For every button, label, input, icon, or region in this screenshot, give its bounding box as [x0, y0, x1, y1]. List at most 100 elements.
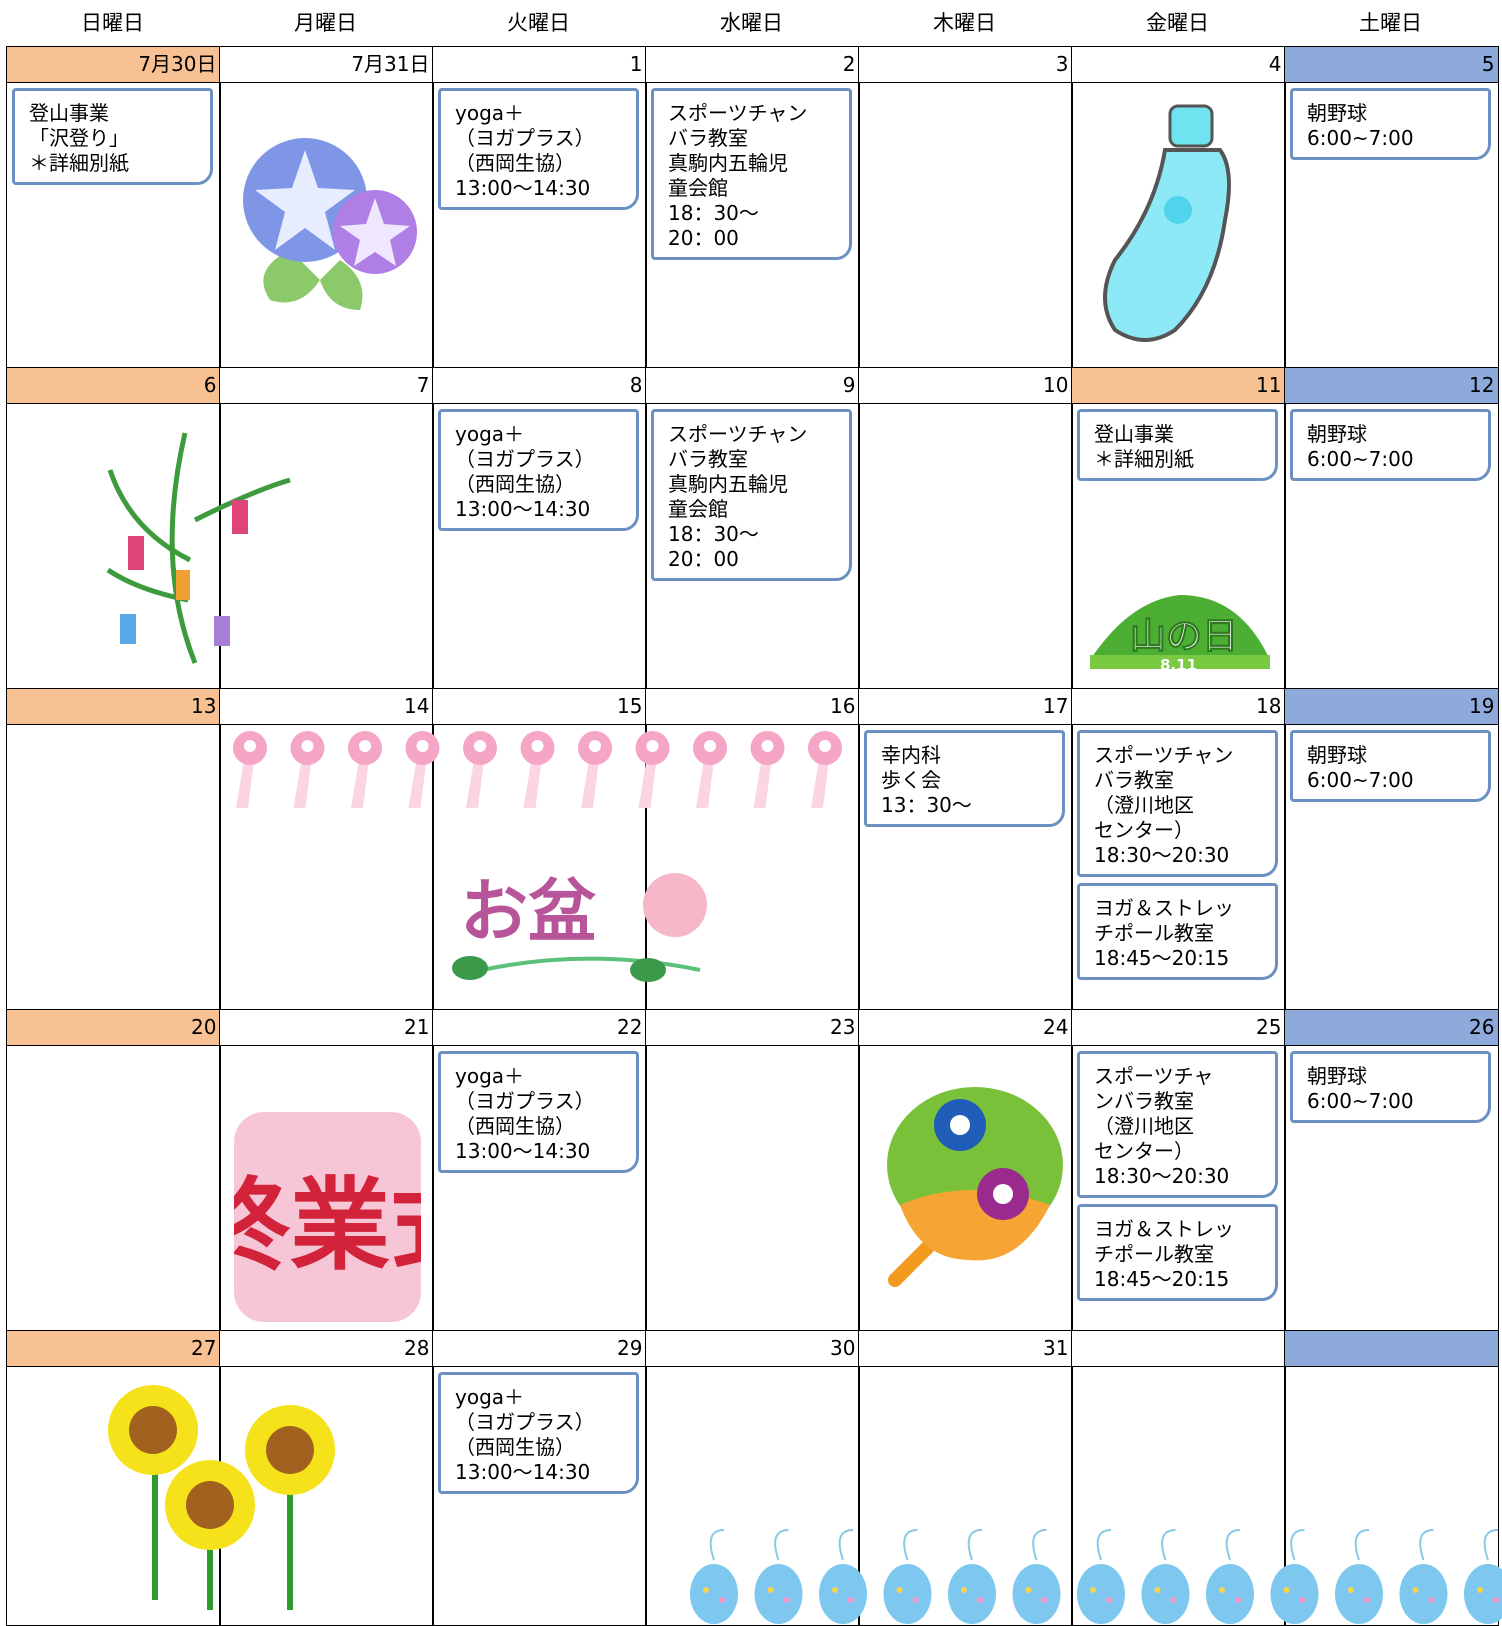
event-line: ンバラ教室	[1094, 1089, 1194, 1113]
event-line: スポーツチャン	[668, 101, 808, 125]
date-cell: 24	[858, 1009, 1073, 1046]
event-line: （西岡生協）	[455, 1114, 575, 1138]
wind-bell	[690, 1564, 738, 1624]
wind-bell	[1335, 1564, 1383, 1624]
wind-bell	[883, 1564, 932, 1624]
event-line: チポール教室	[1094, 1242, 1214, 1266]
weekday-header: 月曜日	[294, 11, 357, 35]
date-cell: 28	[219, 1330, 434, 1367]
event-line: 6:00~7:00	[1307, 768, 1414, 792]
event-list: yoga＋ （ヨガプラス） （西岡生協） 13:00〜14:30	[438, 88, 639, 210]
wind-bell-row	[690, 1529, 1502, 1624]
weekday-header: 金曜日	[1146, 11, 1209, 35]
obon-illustration: お盆	[452, 873, 707, 982]
event-line: 登山事業	[29, 101, 109, 125]
obon-text: お盆	[460, 873, 596, 952]
event-line: 朝野球	[1307, 1064, 1367, 1088]
date-cell: 20	[6, 1009, 221, 1046]
event-box: yoga＋ （ヨガプラス） （西岡生協） 13:00〜14:30	[438, 88, 639, 210]
event-list: yoga＋ （ヨガプラス） （西岡生協） 13:00〜14:30	[438, 1051, 639, 1173]
wind-bell	[1206, 1564, 1254, 1624]
event-line: 18：30〜	[668, 522, 759, 546]
event-list: 朝野球 6:00~7:00	[1290, 409, 1491, 481]
wind-bell	[1141, 1564, 1190, 1624]
event-line: （ヨガプラス）	[455, 126, 595, 150]
event-line: スポーツチャ	[1094, 1064, 1214, 1088]
date-cell: 9	[645, 367, 860, 404]
wind-bell	[948, 1564, 996, 1624]
event-line: 朝野球	[1307, 422, 1367, 446]
event-line: 真駒内五輪児	[668, 151, 788, 175]
event-line: 13:00〜14:30	[455, 497, 591, 521]
event-line: 幸内科	[881, 743, 941, 767]
event-box: スポーツチャンバラ教室（澄川地区センター）18:30〜20:30	[1077, 730, 1278, 877]
event-line: ヨガ＆ストレッ	[1094, 1217, 1234, 1241]
event-line: 歩く会	[881, 768, 941, 792]
wind-bell	[1012, 1564, 1061, 1624]
event-line: 童会館	[668, 176, 728, 200]
event-line: スポーツチャン	[1094, 743, 1234, 767]
event-line: 登山事業	[1094, 422, 1174, 446]
event-box: スポーツチャンバラ教室（澄川地区センター）18:30〜20:30	[1077, 1051, 1278, 1198]
date-cell: 17	[858, 688, 1073, 725]
date-cell: 7	[219, 367, 434, 404]
wind-bell	[819, 1564, 867, 1624]
ramune-bottle	[1103, 104, 1231, 342]
weekday-header: 火曜日	[507, 11, 570, 35]
date-cell: 12	[1284, 367, 1499, 404]
event-line: 13:00〜14:30	[455, 1460, 591, 1484]
event-line: バラ教室	[668, 126, 748, 150]
sunflowers	[108, 1385, 335, 1610]
event-list: yoga＋ （ヨガプラス） （西岡生協） 13:00〜14:30	[438, 1372, 639, 1494]
event-list: スポーツチャンバラ教室（澄川地区センター）18:30〜20:30 ヨガ＆ストレッチ…	[1077, 730, 1278, 980]
event-line: ＊詳細別紙	[29, 151, 129, 175]
date-cell: 27	[6, 1330, 221, 1367]
event-list: 朝野球 6:00~7:00	[1290, 88, 1491, 160]
event-line: ヨガ＆ストレッ	[1094, 896, 1234, 920]
event-line: yoga＋	[455, 1064, 525, 1088]
event-box: 朝野球 6:00~7:00	[1290, 730, 1491, 802]
event-line: チポール教室	[1094, 921, 1214, 945]
date-cell: 5	[1284, 46, 1499, 83]
event-line: 6:00~7:00	[1307, 126, 1414, 150]
event-box: スポーツチャン バラ教室 真駒内五輪児 童会館 18：30〜 20：00	[651, 88, 852, 260]
event-line: 6:00~7:00	[1307, 1089, 1414, 1113]
event-line: （西岡生協）	[455, 472, 575, 496]
event-line: （西岡生協）	[455, 151, 575, 175]
date-cell	[1071, 1330, 1286, 1367]
tanabata	[106, 432, 291, 664]
event-list: スポーツチャン バラ教室 真駒内五輪児 童会館 18：30〜 20：00	[651, 88, 852, 260]
date-cell: 22	[432, 1009, 647, 1046]
event-box: yoga＋ （ヨガプラス） （西岡生協） 13:00〜14:30	[438, 1372, 639, 1494]
event-list: yoga＋ （ヨガプラス） （西岡生協） 13:00〜14:30	[438, 409, 639, 531]
event-line: バラ教室	[1094, 768, 1174, 792]
wind-bell	[1077, 1564, 1125, 1624]
event-line: 真駒内五輪児	[668, 472, 788, 496]
date-cell: 25	[1071, 1009, 1286, 1046]
event-line: 18:45〜20:15	[1094, 1267, 1230, 1291]
event-box: 登山事業 ＊詳細別紙	[1077, 409, 1278, 481]
event-line: yoga＋	[455, 1385, 525, 1409]
event-line: センター）	[1094, 818, 1194, 842]
event-box: 登山事業 「沢登り」 ＊詳細別紙	[12, 88, 213, 185]
event-line: スポーツチャン	[668, 422, 808, 446]
event-list: 朝野球 6:00~7:00	[1290, 730, 1491, 802]
event-box: ヨガ＆ストレッ チポール教室 18:45〜20:15	[1077, 1204, 1278, 1301]
date-cell: 16	[645, 688, 860, 725]
weekday-header: 水曜日	[720, 11, 783, 35]
lantern-row	[233, 731, 842, 808]
date-cell: 14	[219, 688, 434, 725]
yama-date-text: 8.11	[1160, 656, 1197, 674]
event-line: 「沢登り」	[29, 126, 129, 150]
event-line: （澄川地区	[1094, 793, 1194, 817]
event-list: 幸内科 歩く会 13：30〜	[864, 730, 1065, 827]
event-box: 朝野球 6:00~7:00	[1290, 1051, 1491, 1123]
date-cell: 11	[1071, 367, 1286, 404]
event-line: （西岡生協）	[455, 1435, 575, 1459]
event-line: バラ教室	[668, 447, 748, 471]
event-line: 6:00~7:00	[1307, 447, 1414, 471]
event-line: （ヨガプラス）	[455, 1410, 595, 1434]
event-line: yoga＋	[455, 422, 525, 446]
